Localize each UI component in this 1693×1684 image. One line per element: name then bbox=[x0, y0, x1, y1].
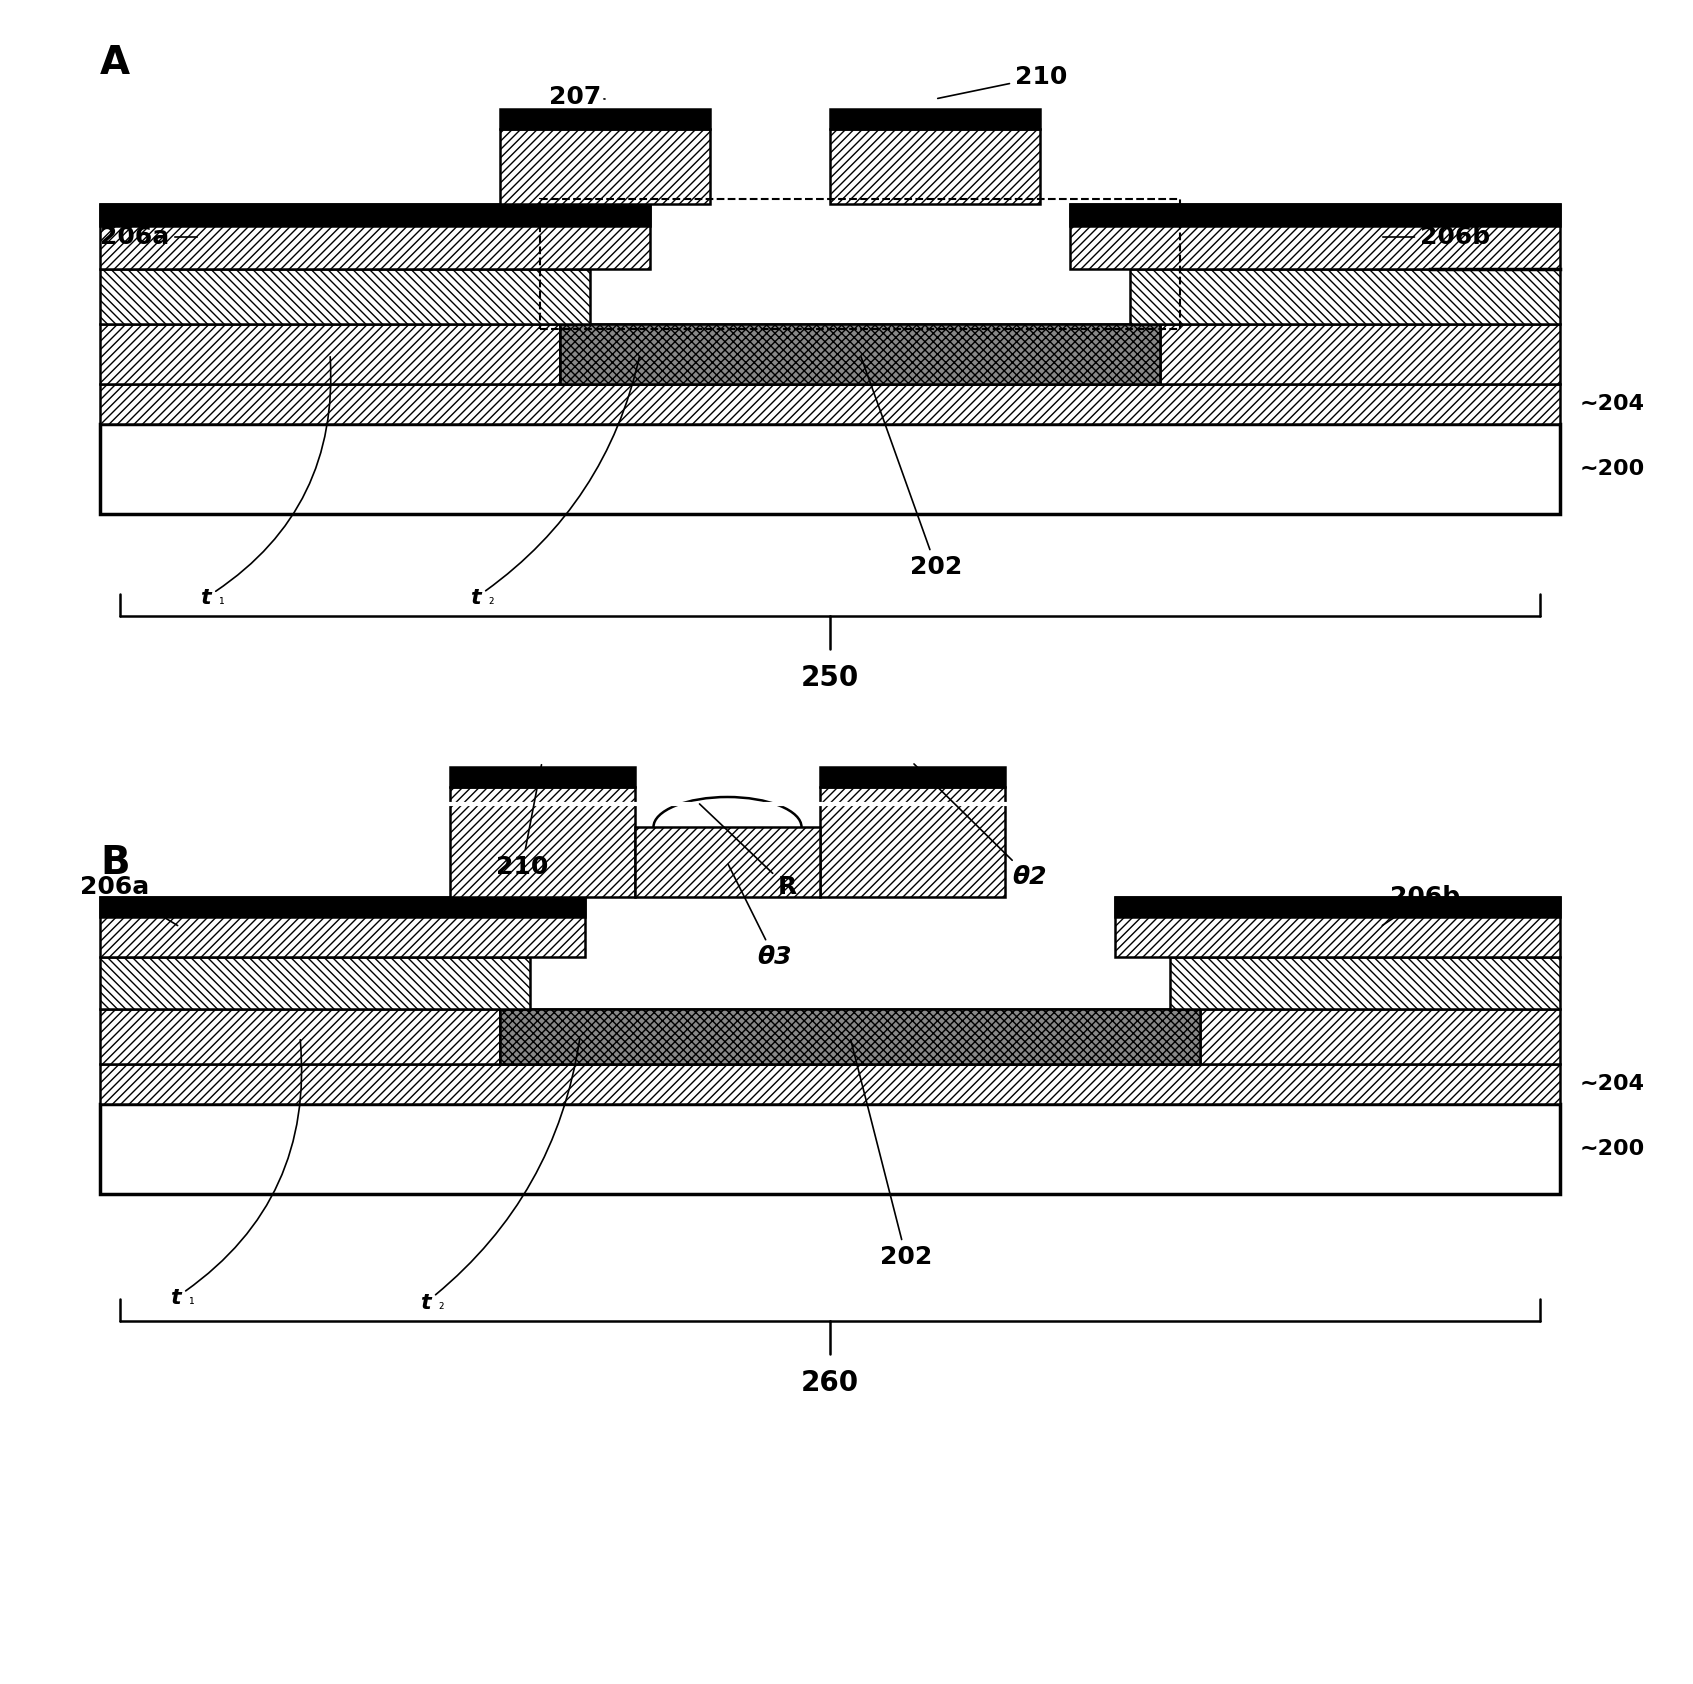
Bar bbox=[1070, 204, 1559, 226]
Text: ~204: ~204 bbox=[1580, 394, 1646, 414]
Text: ~204: ~204 bbox=[1580, 1074, 1646, 1095]
Bar bbox=[100, 898, 586, 918]
Bar bbox=[100, 384, 1559, 424]
Bar bbox=[1160, 323, 1559, 384]
Bar bbox=[499, 130, 709, 204]
Bar bbox=[450, 766, 635, 786]
Text: 207: 207 bbox=[549, 84, 604, 109]
Bar bbox=[100, 1105, 1559, 1194]
Bar bbox=[100, 898, 586, 957]
Text: R: R bbox=[699, 803, 797, 899]
Bar bbox=[1200, 1009, 1559, 1064]
Bar bbox=[830, 130, 1040, 204]
Bar bbox=[1170, 957, 1559, 1009]
Text: θ2: θ2 bbox=[914, 765, 1046, 889]
Text: 210: 210 bbox=[938, 66, 1067, 98]
Bar bbox=[100, 204, 650, 269]
Bar bbox=[499, 1009, 1200, 1064]
Text: 206b: 206b bbox=[1383, 226, 1490, 249]
Bar bbox=[499, 1009, 1200, 1064]
Text: ₁: ₁ bbox=[218, 593, 223, 606]
Bar bbox=[560, 323, 1160, 384]
Text: θ3: θ3 bbox=[728, 864, 792, 968]
Bar bbox=[830, 109, 1040, 130]
Bar bbox=[100, 269, 589, 323]
Text: ₂: ₂ bbox=[488, 593, 493, 606]
Text: t: t bbox=[200, 357, 330, 608]
Bar bbox=[100, 323, 560, 384]
Bar bbox=[540, 199, 1180, 328]
Text: 206a: 206a bbox=[100, 226, 196, 249]
Bar bbox=[100, 1064, 1559, 1105]
Text: t: t bbox=[471, 357, 640, 608]
Text: 202: 202 bbox=[862, 357, 962, 579]
Text: 206a: 206a bbox=[80, 876, 178, 926]
Bar bbox=[1116, 898, 1559, 918]
Bar bbox=[635, 827, 819, 898]
Bar bbox=[450, 786, 635, 898]
Text: t: t bbox=[420, 1039, 579, 1314]
Bar bbox=[100, 1009, 499, 1064]
Text: 260: 260 bbox=[801, 1369, 858, 1398]
Text: ~200: ~200 bbox=[1580, 460, 1646, 478]
Bar bbox=[1116, 898, 1559, 957]
Bar bbox=[819, 786, 1006, 898]
Text: 206b: 206b bbox=[1381, 886, 1459, 926]
Text: 210: 210 bbox=[496, 765, 549, 879]
Text: ₁: ₁ bbox=[188, 1293, 193, 1307]
Bar bbox=[1129, 269, 1559, 323]
Bar bbox=[100, 204, 650, 226]
Bar bbox=[560, 323, 1160, 384]
Bar bbox=[100, 957, 530, 1009]
Text: A: A bbox=[100, 44, 130, 83]
Text: ₂: ₂ bbox=[438, 1298, 444, 1312]
Bar bbox=[819, 766, 1006, 786]
Text: 202: 202 bbox=[850, 1039, 933, 1270]
Bar bbox=[1070, 204, 1559, 269]
Text: 250: 250 bbox=[801, 663, 858, 692]
Bar bbox=[499, 109, 709, 130]
Text: t: t bbox=[169, 1039, 301, 1308]
Text: ~200: ~200 bbox=[1580, 1138, 1646, 1159]
Text: B: B bbox=[100, 844, 130, 882]
Bar bbox=[100, 424, 1559, 514]
